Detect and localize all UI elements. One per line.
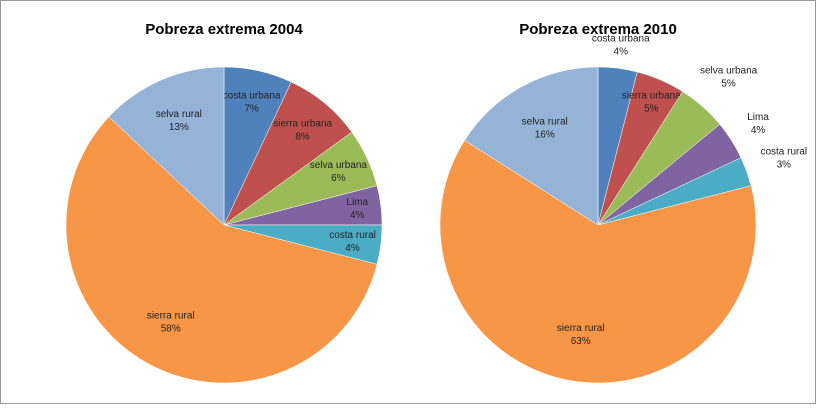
slice-value-label: 4% [614,46,629,57]
slice-value-label: 3% [777,160,792,171]
pie-slice [65,116,378,384]
chart-title: Pobreza extrema 2004 [145,21,303,38]
slice-value-label: 5% [721,78,736,89]
slice-label: costa urbana [223,90,281,101]
slice-value-label: 6% [331,173,346,184]
slice-value-label: 4% [345,243,360,254]
slice-value-label: 16% [535,130,555,141]
slice-label: sierra urbana [273,119,332,130]
slice-value-label: 4% [751,125,766,136]
slice-label: costa urbana [592,33,650,44]
slice-value-label: 63% [571,336,591,347]
slice-label: selva urbana [700,65,758,76]
slice-label: Lima [747,112,769,123]
slice-value-label: 4% [350,210,365,221]
pie-slice [108,66,225,226]
slice-value-label: 7% [244,103,259,114]
slice-label: Lima [346,197,368,208]
slice-value-label: 8% [295,132,310,143]
slice-label: sierra rural [557,323,605,334]
slice-label: selva rural [522,117,568,128]
slice-label: selva rural [156,109,202,120]
slice-value-label: 58% [161,324,181,335]
slice-label: costa rural [760,147,807,158]
pie-slice [439,139,757,384]
pie-slice [464,66,599,226]
slice-value-label: 13% [169,122,189,133]
slice-value-label: 5% [644,103,659,114]
slice-label: costa rural [329,230,376,241]
chart-title: Pobreza extrema 2010 [519,21,677,38]
slice-label: selva urbana [310,160,368,171]
slice-label: sierra rural [147,311,195,322]
slice-label: sierra urbana [622,90,681,101]
